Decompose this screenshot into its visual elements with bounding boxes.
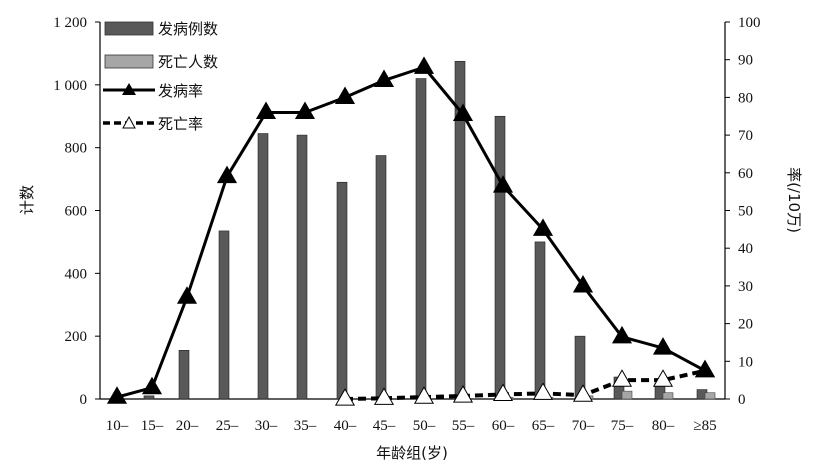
bar-incidence-count [375, 155, 387, 400]
right-tick-label: 60 [738, 166, 753, 182]
right-tick-label: 90 [738, 53, 753, 69]
bar-incidence-count [336, 181, 348, 400]
bar-incidence-count [143, 395, 155, 400]
point-incidence-rate [255, 101, 277, 120]
legend-label-death-rate: 死亡率 [158, 115, 203, 133]
point-incidence-rate [611, 325, 633, 344]
y-axis-title: 计数 [18, 185, 36, 215]
bar-incidence-count [415, 78, 427, 400]
x-tick-labels: 10– 15– 20– 25– 30– 35– 40– 45– 50– 55– 60– 65– 70– 7… [106, 418, 717, 434]
bar-death-count [621, 390, 633, 400]
left-tick-label: 400 [65, 266, 88, 282]
bar-death-count [662, 392, 674, 400]
point-incidence-rate [373, 69, 395, 88]
x-tick-label: 55– [452, 418, 475, 434]
point-death-rate [452, 385, 474, 403]
x-tick-label: 70– [572, 418, 595, 434]
point-death-rate [611, 369, 633, 387]
left-tick-label: 600 [65, 204, 88, 220]
left-tick-label: 1 200 [53, 15, 87, 31]
y2-axis-title: 率(/10万) [785, 167, 803, 233]
point-incidence-rate [652, 337, 674, 355]
x-tick-label: 75– [611, 418, 634, 434]
point-incidence-rate [334, 86, 356, 104]
right-tick-label: 10 [738, 354, 753, 370]
point-death-rate [652, 369, 674, 387]
point-incidence-rate [106, 386, 128, 404]
x-tick-label: 25– [216, 418, 239, 434]
legend-marker-incidence-rate [122, 83, 136, 95]
legend-label-incidence-count: 发病例数 [158, 20, 218, 38]
x-tick-label: 60– [492, 418, 515, 434]
bar-incidence-count [534, 241, 546, 400]
legend-label-death-count: 死亡人数 [158, 53, 218, 71]
left-tick-labels: 0 200 400 600 800 1 000 1 200 [53, 15, 100, 408]
point-death-rate [572, 384, 594, 402]
line-incidence-rate [116, 65, 706, 399]
x-tick-label: 15– [141, 418, 164, 434]
point-incidence-rate [694, 359, 716, 378]
point-incidence-rate [176, 286, 198, 304]
right-tick-label: 30 [738, 279, 753, 295]
point-incidence-rate [141, 376, 163, 395]
point-death-rate [532, 382, 554, 400]
legend-swatch-death-count [104, 54, 154, 69]
right-tick-label: 70 [738, 128, 753, 144]
x-tick-label: 30– [255, 418, 278, 434]
point-incidence-rate [572, 274, 594, 293]
right-tick-label: 0 [738, 392, 746, 408]
x-tick-label: 40– [334, 418, 357, 434]
x-tick-label: ≥85 [693, 418, 716, 434]
right-tick-labels: 0 10 20 30 40 50 60 70 80 90 100 [725, 15, 761, 408]
x-tick-label: 10– [106, 418, 129, 434]
left-tick-label: 1 000 [53, 78, 87, 94]
left-tick-label: 800 [65, 141, 88, 157]
point-death-rate [413, 386, 435, 404]
legend-label-incidence-rate: 发病率 [158, 82, 203, 100]
right-tick-label: 50 [738, 204, 753, 220]
bar-incidence-count [494, 115, 506, 400]
point-death-rate [334, 388, 356, 406]
x-tick-label: 20– [176, 418, 199, 434]
point-incidence-rate [452, 103, 474, 121]
right-tick-label: 80 [738, 90, 753, 106]
left-tick-label: 0 [80, 392, 88, 408]
x-axis-title: 年龄组(岁) [376, 444, 448, 462]
x-tick-label: 65– [532, 418, 555, 434]
legend-marker-death-rate [122, 115, 136, 129]
bar-incidence-count [257, 133, 269, 400]
bars [143, 60, 716, 400]
point-incidence-rate [294, 101, 316, 120]
x-tick-label: 80– [652, 418, 675, 434]
x-tick-label: 50– [413, 418, 436, 434]
x-tick-label: 45– [373, 418, 396, 434]
point-incidence-rate [413, 56, 435, 74]
left-tick-label: 200 [65, 329, 88, 345]
line-death-rate [344, 368, 706, 401]
point-death-rate [492, 383, 514, 402]
bar-incidence-count [178, 350, 190, 400]
point-incidence-rate [216, 165, 238, 184]
legend: 发病例数 死亡人数 发病率 死亡率 [103, 20, 218, 133]
right-tick-label: 40 [738, 241, 753, 257]
point-incidence-rate [492, 175, 514, 193]
bar-incidence-count [296, 134, 308, 400]
right-tick-label: 100 [738, 15, 761, 31]
legend-swatch-incidence-count [104, 21, 154, 36]
x-tick-label: 35– [294, 418, 317, 434]
lines [106, 56, 716, 406]
bar-death-count [704, 392, 716, 400]
right-tick-label: 20 [738, 317, 753, 333]
point-incidence-rate [532, 218, 554, 236]
bar-incidence-count [218, 230, 230, 400]
point-death-rate [373, 387, 395, 405]
